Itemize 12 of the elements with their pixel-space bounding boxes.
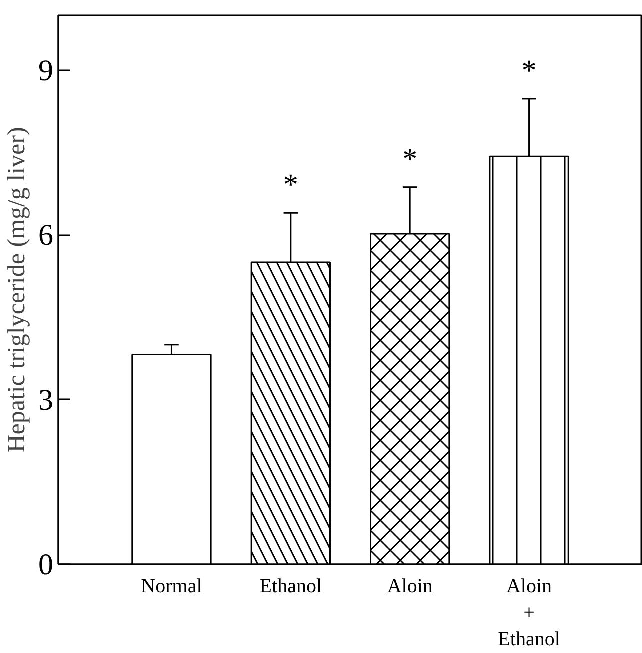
y-tick-label: 3: [38, 384, 54, 417]
x-tick-label: Aloin: [387, 576, 433, 598]
y-tick-label: 6: [38, 219, 54, 252]
x-tick-label: Ethanol: [260, 576, 322, 598]
y-tick-label: 0: [38, 548, 54, 582]
y-tick-label: 9: [38, 54, 54, 88]
annotation: *: [522, 54, 537, 88]
annotation: *: [283, 168, 298, 202]
x-tick-label: Normal: [141, 576, 203, 598]
annotation: *: [402, 142, 418, 176]
y-axis-title: Hepatic triglyceride (mg/g liver): [4, 127, 30, 453]
x-tick-label: Aloin + Ethanol: [498, 576, 561, 650]
